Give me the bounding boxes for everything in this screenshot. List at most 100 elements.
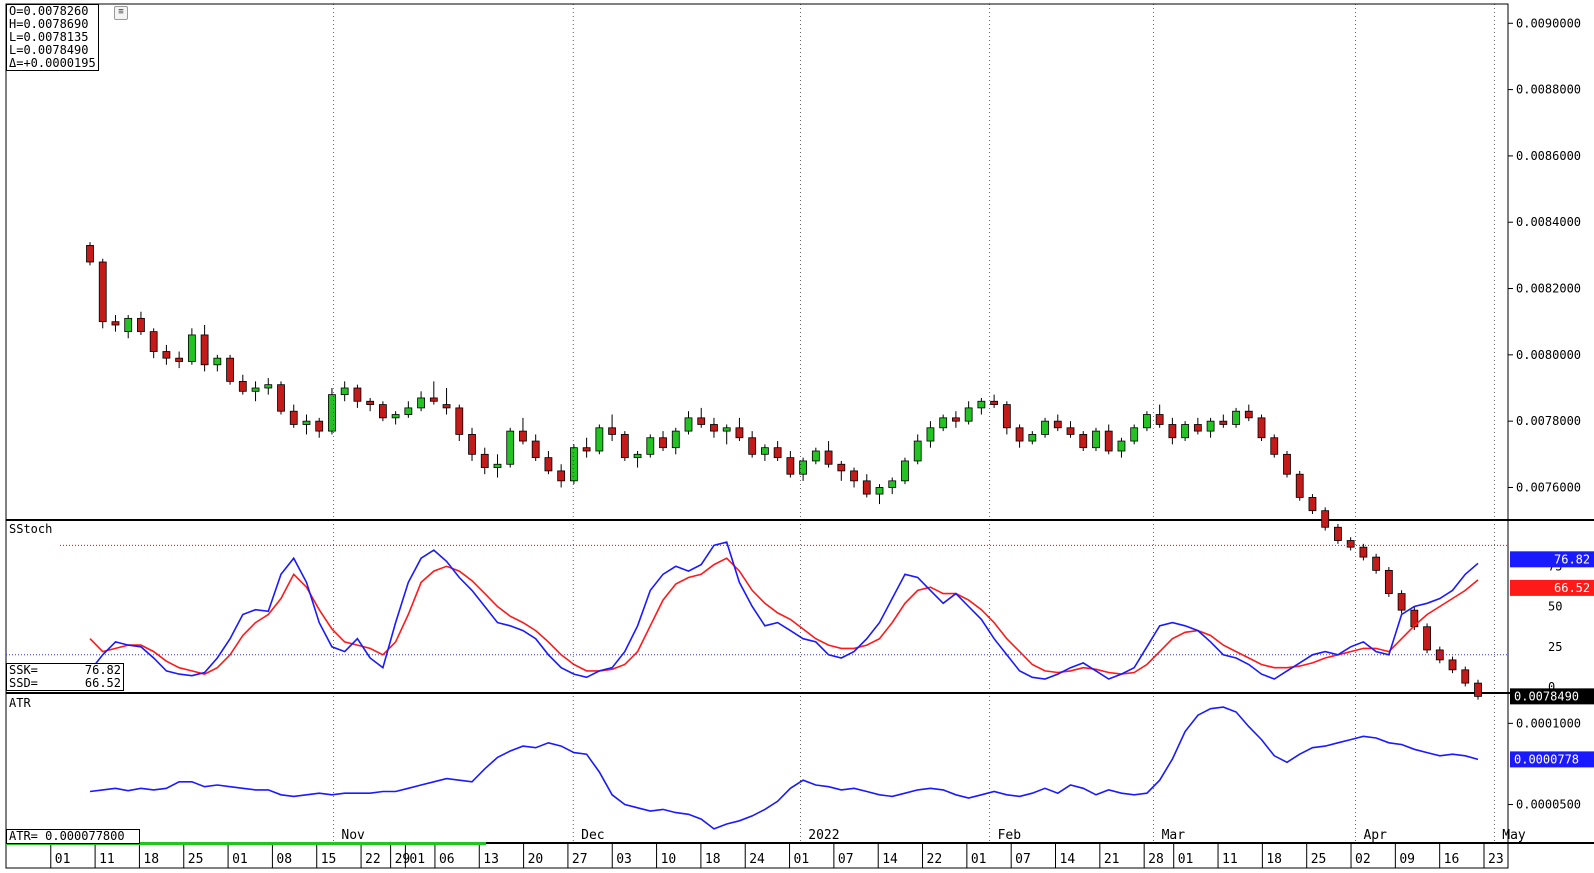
ssk-badge-label: 76.82 xyxy=(1554,552,1590,566)
candle-body xyxy=(786,457,795,475)
candle-body xyxy=(1143,414,1151,429)
candle-body xyxy=(1372,556,1381,571)
candle-body xyxy=(455,407,464,435)
candle-body xyxy=(149,331,158,352)
candle-body xyxy=(264,384,273,389)
ohlc-delta: Δ=+0.0000195 xyxy=(9,56,96,70)
day-label: 18 xyxy=(705,852,721,867)
day-label: 20 xyxy=(528,852,544,867)
candle-body xyxy=(1130,427,1139,442)
price-tick-label: 0.0080000 xyxy=(1516,348,1581,362)
candle-body xyxy=(1384,569,1393,594)
candle-body xyxy=(760,447,769,455)
candle-body xyxy=(480,453,489,468)
candle-body xyxy=(378,404,387,419)
day-label: 25 xyxy=(1311,852,1327,867)
candle-body xyxy=(111,321,120,326)
candle-body xyxy=(1053,420,1062,429)
candle-body xyxy=(582,447,591,452)
candle-body xyxy=(684,417,693,432)
price-tick-label: 0.0084000 xyxy=(1516,215,1581,229)
candle-body xyxy=(366,400,375,405)
candle-body xyxy=(1155,414,1164,425)
day-label: 03 xyxy=(616,852,632,867)
day-label: 01 xyxy=(1178,852,1194,867)
candle-body xyxy=(98,261,107,323)
day-label: 07 xyxy=(1015,852,1031,867)
candle-body xyxy=(990,400,999,405)
ohlc-readout: O=0.0078260 H=0.0078690 L=0.0078135 L=0.… xyxy=(6,4,99,71)
candle-body xyxy=(1092,430,1100,449)
candle-body xyxy=(238,380,247,392)
price-tick-label: 0.0090000 xyxy=(1516,16,1581,30)
candle-body xyxy=(1257,417,1266,439)
candle-body xyxy=(519,430,527,442)
candle-body xyxy=(1206,420,1215,432)
candle-body xyxy=(1397,593,1406,611)
day-label: 08 xyxy=(276,852,292,867)
atr-badge xyxy=(1510,751,1594,768)
candle-body xyxy=(1066,427,1075,435)
day-label: 14 xyxy=(1060,852,1076,867)
day-label: 01 xyxy=(409,852,425,867)
stoch-values-box: SSK= 76.82 SSD= 66.52 xyxy=(6,663,124,691)
candle-body xyxy=(952,417,960,422)
candle-body xyxy=(1079,434,1088,449)
candle-body xyxy=(837,463,846,472)
candle-body xyxy=(1423,626,1431,651)
price-tick-label: 0.0078000 xyxy=(1516,414,1581,428)
candle-body xyxy=(226,357,234,382)
candle-body xyxy=(1168,424,1177,439)
candle-body xyxy=(442,404,451,409)
candle-body xyxy=(1359,546,1368,558)
candle-body xyxy=(187,334,196,362)
candle-body xyxy=(1219,420,1228,425)
candle-body xyxy=(595,427,604,452)
candle-body xyxy=(850,470,858,482)
candle-body xyxy=(162,351,171,359)
day-label: 11 xyxy=(99,852,115,867)
atr-tick-label: 0.0000500 xyxy=(1516,798,1581,812)
candle-body xyxy=(417,397,425,409)
day-label: 24 xyxy=(749,852,765,867)
candle-body xyxy=(862,480,871,495)
candle-body xyxy=(1334,526,1342,541)
candle-body xyxy=(175,357,184,362)
ohlc-low-2: L=0.0078490 xyxy=(9,43,89,57)
panel-menu-icon[interactable]: ≡ xyxy=(114,6,128,20)
candle-body xyxy=(340,387,349,396)
candle-body xyxy=(1015,427,1024,442)
atr-readout: ATR= 0.000077800 xyxy=(6,829,140,844)
month-label: Dec xyxy=(581,828,604,843)
candle-body xyxy=(1104,430,1113,452)
candle-body xyxy=(1474,682,1482,697)
day-label: 13 xyxy=(483,852,499,867)
ssk-badge xyxy=(1510,551,1594,568)
candle-body xyxy=(1117,440,1126,452)
month-label: Apr xyxy=(1363,828,1387,843)
candle-body xyxy=(1461,669,1470,684)
day-label: 07 xyxy=(838,852,854,867)
candle-body xyxy=(1448,659,1457,671)
ssd-value: 66.52 xyxy=(84,676,121,690)
candle-body xyxy=(1321,510,1330,528)
candle-body xyxy=(888,480,897,488)
day-label: 29 xyxy=(395,852,411,867)
ssk-value: 76.82 xyxy=(84,663,121,677)
history-bar xyxy=(6,842,486,845)
candle-body xyxy=(404,407,413,415)
candle-body xyxy=(773,447,782,459)
candle-body xyxy=(213,357,222,366)
candle-body xyxy=(722,427,731,432)
candle-body xyxy=(901,460,909,482)
candle-body xyxy=(1295,473,1304,498)
candle-body xyxy=(569,447,578,482)
candle-body xyxy=(1346,540,1355,548)
candle-body xyxy=(824,450,833,465)
day-label: 02 xyxy=(1355,852,1371,867)
candle-body xyxy=(697,417,706,425)
candle-body xyxy=(620,434,629,459)
day-label: 27 xyxy=(572,852,588,867)
candle-body xyxy=(86,245,94,263)
day-label: 22 xyxy=(927,852,943,867)
